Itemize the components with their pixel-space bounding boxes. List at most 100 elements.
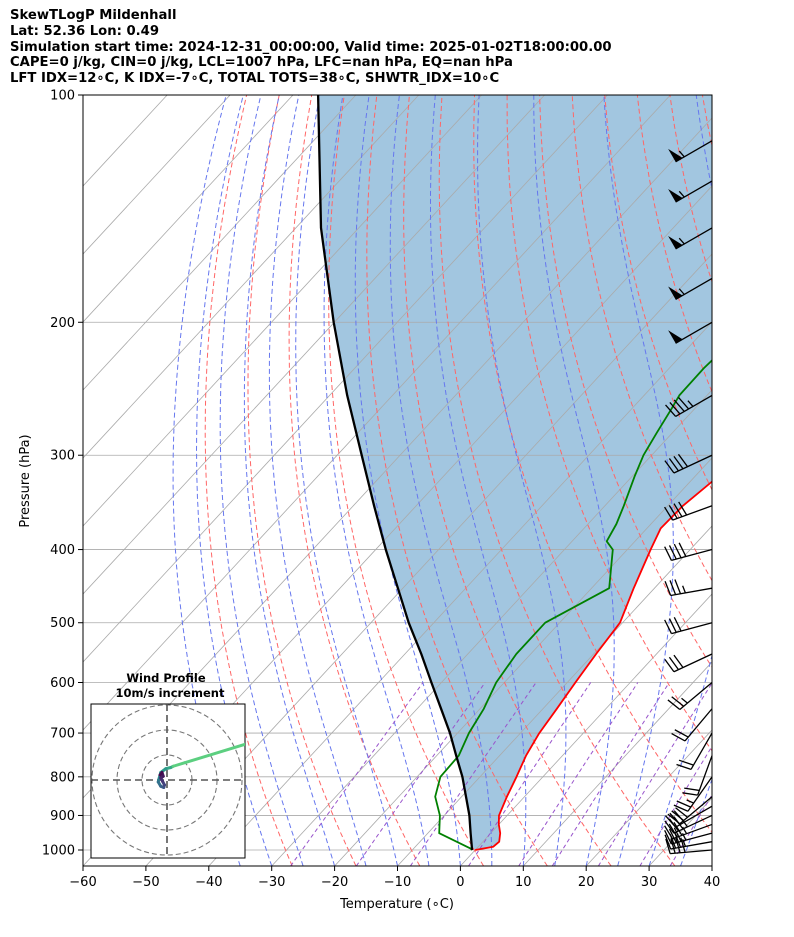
wind-barb-shaft [675,140,713,163]
mixing-ratio-line [518,682,639,866]
wind-barb-feather [667,699,681,711]
moist-adiabat [243,95,336,866]
x-tick-label: −10 [384,875,411,890]
wind-barb-flag [668,148,683,162]
wind-barb-feather [664,659,675,673]
moist-adiabat [711,864,712,866]
dry-adiabat [247,95,357,866]
dry-adiabat [768,95,794,866]
wind-barb-feather [677,453,689,468]
wind-barb-feather [678,501,688,516]
wind-barb-shaft [672,505,713,521]
wind-barb-shaft [670,587,713,597]
isotherm-line [711,865,712,866]
parcel-line [316,95,474,851]
x-axis: −60 −50 −40 −30 −20 −10 0 10 20 30 40 [69,866,720,890]
isotherm-line [83,95,545,595]
isotherm-line [397,525,712,866]
wind-barb-feather [664,580,672,596]
wind-barb-feather [664,506,674,521]
mixing-ratio-line [551,682,670,866]
wind-barb [668,277,713,301]
wind-barb-feather [664,619,673,634]
isotherm-line [83,95,231,255]
wind-barb-shaft [687,776,713,812]
wind-barb-half-feather [682,585,687,594]
wind-barb-feather [665,838,671,854]
wind-barb-half-feather [686,799,694,804]
wind-barb-feather [664,825,674,840]
dry-adiabats [204,95,794,866]
wind-barb [671,708,713,742]
wind-barb-half-feather [678,237,685,245]
wind-barb-feather [675,837,681,853]
dry-adiabat [506,95,712,752]
wind-barb-flag [668,330,683,344]
wind-barb-feather [664,546,673,561]
title-latlon: Lat: 52.36 Lon: 0.49 [10,23,160,39]
wind-barb-feather [676,800,692,808]
wind-barb-feather [665,815,677,828]
wind-barb-half-feather [678,190,685,198]
wind-barb-feather [664,460,675,474]
wind-barb [664,542,713,562]
wind-barb-feather [668,618,677,633]
wind-barb-feather [668,823,678,838]
wind-barb-flag [668,235,683,249]
wind-barb-feather [667,813,681,825]
wind-barb-shaft [673,454,713,474]
wind-barb-shaft [673,814,713,834]
wind-barb-shaft [690,732,713,770]
hodograph-subtitle: 10m/s increment [116,686,225,700]
chart-title: SkewTLogP Mildenhall Lat: 52.36 Lon: 0.4… [10,8,770,87]
wind-barb [664,827,713,845]
mixing-ratio-line [468,682,592,866]
x-tick-label: 20 [578,875,595,890]
temperature-line [475,480,712,851]
wind-barb-feather [664,830,673,845]
y-tick-label: 500 [50,616,75,631]
dry-adiabat [288,95,421,866]
title-stability-indices: LFT IDX=12∘C, K IDX=-7∘C, TOTAL TOTS=38∘… [10,71,500,87]
wind-barb-shaft [675,805,713,828]
wind-barb-shaft [671,622,713,635]
wind-barb-feather [669,402,681,415]
wind-barb-feather [670,838,676,854]
wind-barb [682,755,713,796]
x-tick-label: 40 [704,875,721,890]
wind-barb-feather [680,837,686,853]
mixing-ratio-line [669,793,712,866]
x-tick-label: 0 [456,875,464,890]
wind-barb [676,732,713,771]
wind-barb-shaft [671,832,713,845]
wind-barb-feather [673,617,682,632]
wind-barb-feather [671,733,686,742]
x-tick-label: −40 [195,875,222,890]
wind-barb-shaft [675,394,713,418]
wind-barbs [664,140,713,855]
title-times: Simulation start time: 2024-12-31_00:00:… [10,39,612,55]
wind-barb-flag [668,189,683,203]
y-tick-label: 1000 [42,844,75,859]
isotherm-line [460,593,712,866]
wind-barb [665,394,713,418]
isotherm-line [83,95,482,527]
wind-barb [667,796,713,825]
moist-adiabat [295,95,398,866]
wind-barb-feather [668,505,678,519]
wind-barb [664,579,713,597]
wind-barb-feather [678,759,694,766]
wind-barb-feather [673,654,684,668]
x-tick-label: 30 [641,875,658,890]
wind-barb-feather [678,397,690,410]
dry-adiabat [438,95,676,866]
y-axis-label: Pressure (hPa) [18,434,33,527]
moist-adiabats [172,95,712,866]
moist-adiabat [477,95,567,866]
wind-barb-feather [673,827,682,842]
moist-adiabat [603,95,674,866]
wind-barb-feather [668,545,677,560]
isotherm-line [83,95,420,459]
moist-adiabat [389,95,493,866]
dewpoint-line [434,359,712,851]
